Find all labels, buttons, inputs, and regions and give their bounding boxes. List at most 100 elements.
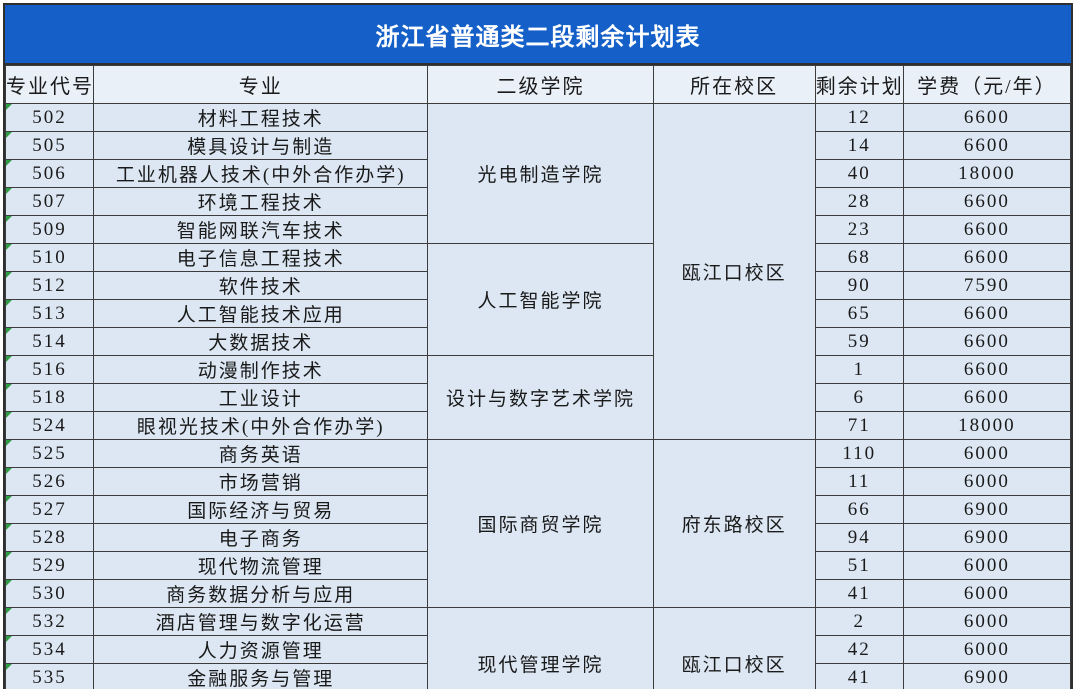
header-cell-college: 二级学院 [427, 65, 654, 104]
header-cell-campus: 所在校区 [652, 65, 816, 104]
remaining-cell: 66 [814, 495, 904, 524]
code-cell: 524 [4, 411, 95, 440]
tuition-cell: 6000 [902, 551, 1072, 580]
remaining-cell: 12 [814, 103, 904, 132]
table-row: 505 模具设计与制造 14 6600 [4, 131, 1072, 160]
remaining-cell: 40 [814, 159, 904, 188]
major-cell: 商务数据分析与应用 [93, 579, 429, 608]
code-cell: 507 [4, 187, 95, 216]
remaining-cell: 23 [814, 215, 904, 244]
table-row: 510 电子信息工程技术 人工智能学院 68 6600 [4, 243, 1072, 356]
major-cell: 动漫制作技术 [93, 355, 429, 384]
table-row: 507 环境工程技术 28 6600 [4, 187, 1072, 216]
remaining-cell: 2 [814, 607, 904, 636]
major-cell: 商务英语 [93, 439, 429, 468]
tuition-cell: 6600 [902, 355, 1072, 384]
code-cell: 535 [4, 663, 95, 689]
major-cell: 酒店管理与数字化运营 [93, 607, 429, 636]
table-row: 516 动漫制作技术 设计与数字艺术学院 1 6600 [4, 355, 1072, 440]
code-cell: 534 [4, 635, 95, 664]
table-row: 509 智能网联汽车技术 23 6600 [4, 215, 1072, 244]
major-cell: 工业设计 [93, 383, 429, 412]
tuition-cell: 6000 [902, 579, 1072, 608]
college-cell: 国际商贸学院 [427, 439, 654, 608]
major-cell: 金融服务与管理 [93, 663, 429, 689]
code-cell: 518 [4, 383, 95, 412]
major-cell: 市场营销 [93, 467, 429, 496]
major-cell: 智能网联汽车技术 [93, 215, 429, 244]
code-cell: 509 [4, 215, 95, 244]
table-row: 502 材料工程技术 光电制造学院 瓯江口校区 12 6600 [4, 103, 1072, 440]
remaining-cell: 1 [814, 355, 904, 384]
remaining-cell: 14 [814, 131, 904, 160]
code-cell: 506 [4, 159, 95, 188]
tuition-cell: 6600 [902, 215, 1072, 244]
code-cell: 505 [4, 131, 95, 160]
data-table: 专业代号 专业 二级学院 所在校区 剩余计划 学费（元/年） 502 材料工程技术… [4, 65, 1072, 689]
code-cell: 502 [4, 103, 95, 132]
major-cell: 电子信息工程技术 [93, 243, 429, 272]
tuition-cell: 6900 [902, 495, 1072, 524]
remaining-cell: 110 [814, 439, 904, 468]
table-header: 专业代号 专业 二级学院 所在校区 剩余计划 学费（元/年） [4, 65, 1072, 104]
code-cell: 532 [4, 607, 95, 636]
major-cell: 软件技术 [93, 271, 429, 300]
code-cell: 513 [4, 299, 95, 328]
tuition-cell: 18000 [902, 159, 1072, 188]
code-cell: 510 [4, 243, 95, 272]
tuition-cell: 6000 [902, 467, 1072, 496]
remaining-cell: 51 [814, 551, 904, 580]
tuition-cell: 6600 [902, 327, 1072, 356]
table-row: 524 眼视光技术(中外合作办学) 71 18000 [4, 411, 1072, 440]
tuition-cell: 6600 [902, 131, 1072, 160]
table-row: 518 工业设计 6 6600 [4, 383, 1072, 412]
remaining-cell: 41 [814, 579, 904, 608]
remaining-cell: 65 [814, 299, 904, 328]
major-cell: 大数据技术 [93, 327, 429, 356]
tuition-cell: 18000 [902, 411, 1072, 440]
campus-cell: 瓯江口校区 [652, 103, 816, 440]
table-row: 526 市场营销 11 6000 [4, 467, 1072, 496]
code-cell: 514 [4, 327, 95, 356]
table-row: 506 工业机器人技术(中外合作办学) 40 18000 [4, 159, 1072, 188]
campus-cell: 瓯江口校区 [652, 607, 816, 689]
title-bar: 浙江省普通类二段剩余计划表 [5, 5, 1071, 65]
campus-cell: 府东路校区 [652, 439, 816, 608]
major-cell: 人工智能技术应用 [93, 299, 429, 328]
remaining-cell: 94 [814, 523, 904, 552]
code-cell: 526 [4, 467, 95, 496]
tuition-cell: 6900 [902, 523, 1072, 552]
tuition-cell: 6600 [902, 187, 1072, 216]
code-cell: 529 [4, 551, 95, 580]
header-row: 专业代号 专业 二级学院 所在校区 剩余计划 学费（元/年） [4, 65, 1072, 104]
header-cell-code: 专业代号 [4, 65, 95, 104]
remaining-cell: 90 [814, 271, 904, 300]
table-row: 514 大数据技术 59 6600 [4, 327, 1072, 356]
table-row: 513 人工智能技术应用 65 6600 [4, 299, 1072, 328]
code-cell: 527 [4, 495, 95, 524]
table-row: 529 现代物流管理 51 6000 [4, 551, 1072, 580]
major-cell: 材料工程技术 [93, 103, 429, 132]
remaining-cell: 41 [814, 663, 904, 689]
major-cell: 电子商务 [93, 523, 429, 552]
code-cell: 516 [4, 355, 95, 384]
college-cell: 现代管理学院 [427, 607, 654, 689]
table-frame: 浙江省普通类二段剩余计划表 专业代号 专业 二级学院 所在校区 剩余计划 学费（… [3, 3, 1073, 689]
code-cell: 528 [4, 523, 95, 552]
remaining-cell: 28 [814, 187, 904, 216]
table-row: 532 酒店管理与数字化运营 现代管理学院 瓯江口校区 2 6000 [4, 607, 1072, 689]
table-row: 534 人力资源管理 42 6000 [4, 635, 1072, 664]
remaining-cell: 59 [814, 327, 904, 356]
page-title: 浙江省普通类二段剩余计划表 [375, 23, 701, 51]
major-cell: 眼视光技术(中外合作办学) [93, 411, 429, 440]
table-row: 527 国际经济与贸易 66 6900 [4, 495, 1072, 524]
table-row: 528 电子商务 94 6900 [4, 523, 1072, 552]
header-cell-remaining: 剩余计划 [814, 65, 904, 104]
major-cell: 现代物流管理 [93, 551, 429, 580]
tuition-cell: 7590 [902, 271, 1072, 300]
major-cell: 国际经济与贸易 [93, 495, 429, 524]
code-cell: 512 [4, 271, 95, 300]
header-cell-major: 专业 [93, 65, 429, 104]
table-row: 530 商务数据分析与应用 41 6000 [4, 579, 1072, 608]
major-cell: 模具设计与制造 [93, 131, 429, 160]
